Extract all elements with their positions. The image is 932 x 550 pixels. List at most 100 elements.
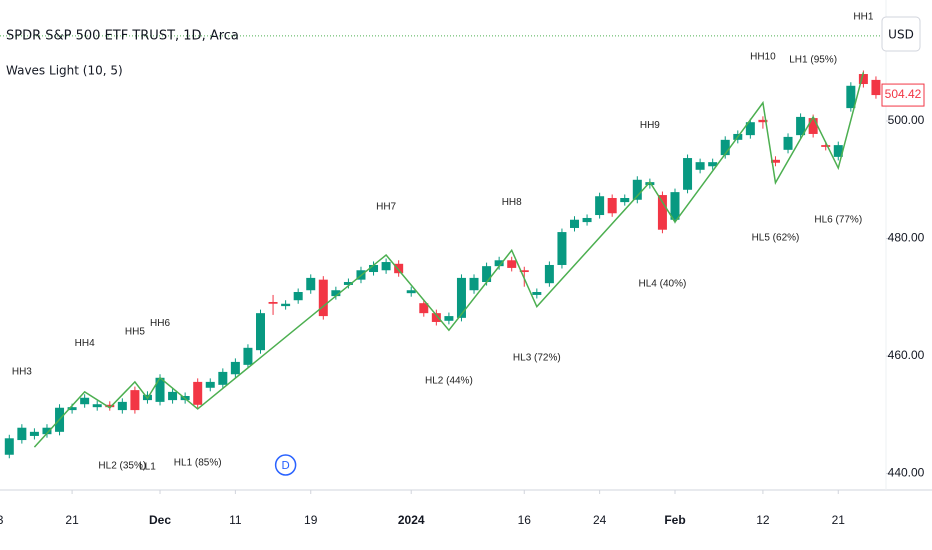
candle-body xyxy=(570,219,580,228)
candle-body xyxy=(808,118,818,134)
wave-label: HH1 xyxy=(853,12,873,23)
candle-body xyxy=(343,282,353,285)
candle-body xyxy=(155,377,165,402)
plot-area xyxy=(0,35,881,459)
candle-body xyxy=(419,303,429,314)
wave-label: HH7 xyxy=(376,201,396,212)
candle-body xyxy=(582,217,592,223)
candle-body xyxy=(4,438,14,455)
candle-body xyxy=(117,401,127,411)
candle-body xyxy=(745,122,755,136)
candle-body xyxy=(444,316,454,321)
wave-label: HL3 (72%) xyxy=(513,352,561,363)
wave-label: HH9 xyxy=(640,120,660,131)
candle-body xyxy=(833,145,843,157)
candle-body xyxy=(92,404,102,408)
wave-label: HL1 (85%) xyxy=(174,458,222,469)
x-tick-label: Dec xyxy=(149,513,171,527)
x-tick-label: 21 xyxy=(832,513,846,527)
last-price: 504.42 xyxy=(885,87,922,101)
candle-body xyxy=(331,290,341,297)
candle-body xyxy=(205,381,215,388)
candle-body xyxy=(846,85,856,109)
candle-body xyxy=(80,397,90,405)
candle-body xyxy=(67,407,77,411)
candle-body xyxy=(193,381,203,405)
wave-label: HH4 xyxy=(75,338,95,349)
candle-body xyxy=(770,159,780,163)
last-price-box xyxy=(881,83,925,107)
x-tick-label: 21 xyxy=(65,513,79,527)
candle-body xyxy=(218,371,228,385)
candle-body xyxy=(871,79,881,96)
wave-label: HL2 (44%) xyxy=(425,375,473,386)
candle-body xyxy=(720,139,730,156)
candle-body xyxy=(482,266,492,283)
y-tick-label: 440.00 xyxy=(888,466,925,480)
candle-body xyxy=(494,260,504,267)
candle-body xyxy=(394,263,404,274)
candle-body xyxy=(431,313,441,322)
candle-body xyxy=(783,136,793,150)
candle-body xyxy=(369,264,379,273)
candle-body xyxy=(607,197,617,214)
wave-label: HL4 (40%) xyxy=(639,278,687,289)
candle-body xyxy=(293,292,303,301)
candle-body xyxy=(796,116,806,136)
candle-body xyxy=(695,162,705,170)
indicator-name: Waves Light (10, 5) xyxy=(6,64,123,78)
candle-body xyxy=(469,277,479,291)
candle-body xyxy=(243,347,253,365)
y-tick-label: 500.00 xyxy=(888,113,925,127)
candle-body xyxy=(532,292,542,295)
event-marker xyxy=(274,454,297,476)
y-tick-label: 460.00 xyxy=(888,348,925,362)
wave-line xyxy=(33,72,865,448)
x-tick-label: 24 xyxy=(593,513,607,527)
candle-body xyxy=(519,270,529,273)
candle-body xyxy=(632,179,642,200)
candle-body xyxy=(42,427,52,435)
candle-body xyxy=(708,162,718,167)
wave-label: HH5 xyxy=(125,327,145,338)
candle-body xyxy=(620,197,630,203)
candle-body xyxy=(306,277,316,291)
wave-label: HL6 (77%) xyxy=(814,214,862,225)
currency-box[interactable] xyxy=(881,16,921,52)
chart-title: SPDR S&P 500 ETF TRUST, 1D, Arca xyxy=(6,29,239,44)
candle-body xyxy=(130,390,140,411)
candle-body xyxy=(406,290,416,294)
wave-label: LH1 (95%) xyxy=(789,55,837,66)
wave-label: HH10 xyxy=(750,52,776,63)
candle-body xyxy=(683,158,693,190)
wave-label: HH3 xyxy=(12,367,32,378)
x-tick-label: 2024 xyxy=(398,513,425,527)
x-tick-label: 19 xyxy=(304,513,318,527)
candle-body xyxy=(268,301,278,304)
candle-body xyxy=(595,196,605,216)
currency[interactable]: USD xyxy=(888,28,914,42)
candle-body xyxy=(758,119,768,123)
candle-body xyxy=(645,182,655,186)
candle-body xyxy=(105,404,115,408)
candle-body xyxy=(381,262,391,271)
candle-body xyxy=(168,391,178,401)
candle-body xyxy=(670,192,680,220)
x-tick-label: 11 xyxy=(229,513,242,527)
wave-label: HH8 xyxy=(502,197,522,208)
x-tick-label: 13 xyxy=(0,513,4,527)
candle-body xyxy=(17,427,27,441)
x-tick-label: 12 xyxy=(756,513,770,527)
wave-label: HH6 xyxy=(150,318,170,329)
candle-body xyxy=(281,303,291,307)
candle-body xyxy=(657,195,667,230)
wave-label: HL2 (35%) xyxy=(98,461,146,472)
candle-body xyxy=(858,74,868,85)
wave-label: HL5 (62%) xyxy=(752,233,800,244)
wave-label: LL1 xyxy=(139,462,156,473)
candle-body xyxy=(507,260,517,268)
candle-body xyxy=(230,361,240,375)
candle-body xyxy=(456,277,466,318)
x-tick-label: Feb xyxy=(664,513,685,527)
